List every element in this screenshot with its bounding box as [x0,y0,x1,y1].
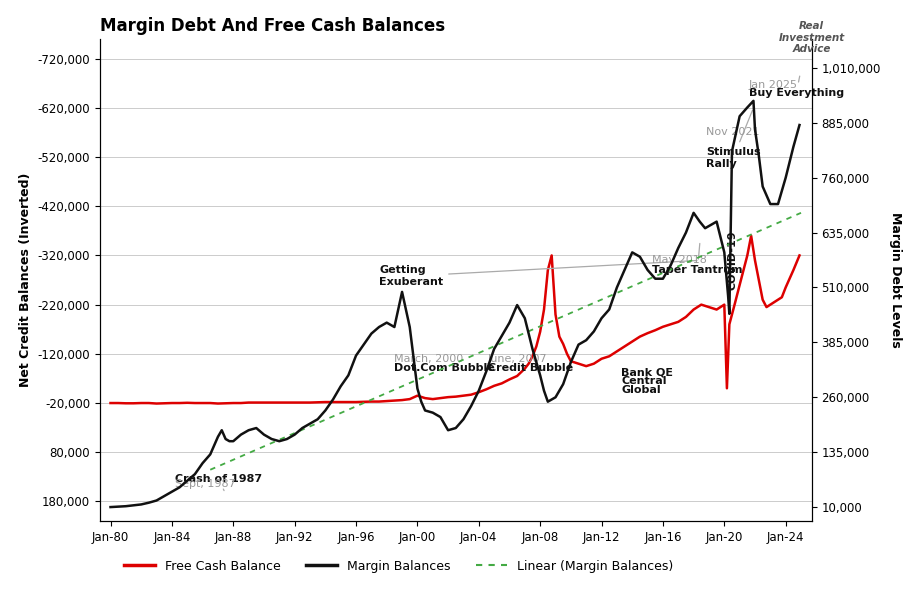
Text: Sept, 1987: Sept, 1987 [175,479,236,489]
Text: May 2018: May 2018 [652,255,707,265]
Text: Global: Global [621,385,661,395]
Text: Margin Debt And Free Cash Balances: Margin Debt And Free Cash Balances [100,17,445,35]
Text: Crash of 1987: Crash of 1987 [175,474,262,491]
Legend: Free Cash Balance, Margin Balances, Linear (Margin Balances): Free Cash Balance, Margin Balances, Line… [119,555,678,577]
Text: COVID-19: COVID-19 [727,231,737,290]
Text: Bank QE: Bank QE [621,368,674,377]
Text: Nov 2021: Nov 2021 [706,127,759,137]
Text: March, 2000: March, 2000 [395,354,463,364]
Text: Central: Central [621,376,667,386]
Text: Credit Bubble: Credit Bubble [488,363,573,373]
Text: Getting
Exuberant: Getting Exuberant [379,261,697,287]
Text: June, 2007: June, 2007 [488,354,548,364]
Y-axis label: Net Credit Balances (Inverted): Net Credit Balances (Inverted) [19,173,32,387]
Text: Jan 2025: Jan 2025 [749,80,798,90]
Text: Buy Everything: Buy Everything [749,76,844,98]
Text: Taper Tantrum: Taper Tantrum [652,243,743,275]
Y-axis label: Margin Debt Levels: Margin Debt Levels [889,212,902,348]
Text: Dot.Com Bubble: Dot.Com Bubble [395,363,495,373]
Text: Stimulus
Rally: Stimulus Rally [706,110,760,169]
Text: Real
Investment
Advice: Real Investment Advice [778,21,845,54]
